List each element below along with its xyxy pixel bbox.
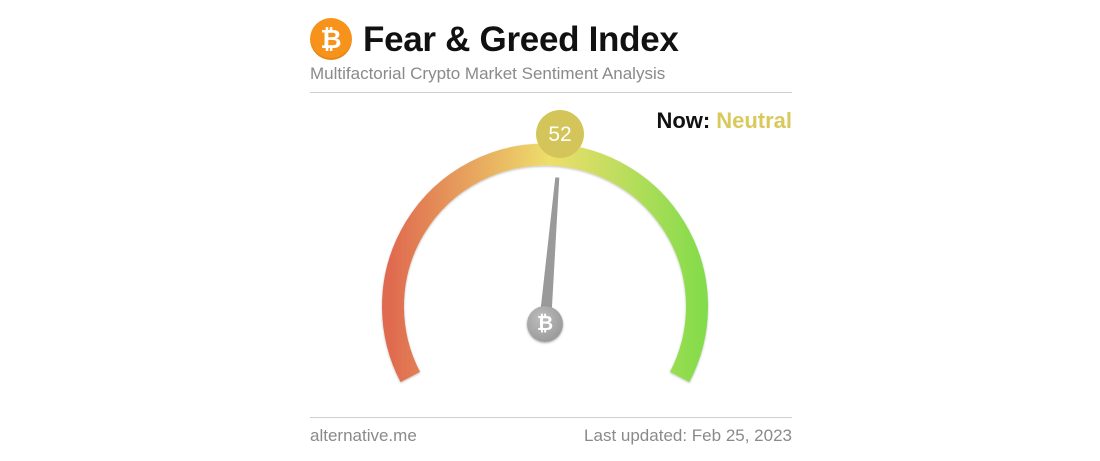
- hub-glyph: ₿: [536, 313, 554, 335]
- bitcoin-logo-icon: ₿: [310, 18, 352, 60]
- last-updated: Last updated: Feb 25, 2023: [584, 426, 792, 445]
- sentiment-gauge: [382, 143, 708, 383]
- bitcoin-glyph: ₿: [320, 24, 342, 54]
- source-link[interactable]: alternative.me: [310, 426, 417, 445]
- page-subtitle: Multifactorial Crypto Market Sentiment A…: [310, 64, 666, 83]
- index-value: 52: [548, 122, 572, 146]
- now-value: Neutral: [716, 108, 792, 133]
- page-title: Fear & Greed Index: [363, 20, 679, 59]
- current-sentiment: Now: Neutral: [656, 108, 792, 134]
- now-label: Now:: [656, 108, 711, 133]
- fear-greed-widget: ₿ Fear & Greed Index Multifactorial Cryp…: [310, 0, 792, 461]
- footer-divider: [310, 417, 792, 418]
- gauge-arc: [382, 143, 708, 383]
- needle-hub-bitcoin-icon: ₿: [527, 306, 563, 342]
- index-value-badge: 52: [536, 110, 584, 158]
- gauge-needle: [539, 177, 560, 325]
- header-divider: [310, 92, 792, 93]
